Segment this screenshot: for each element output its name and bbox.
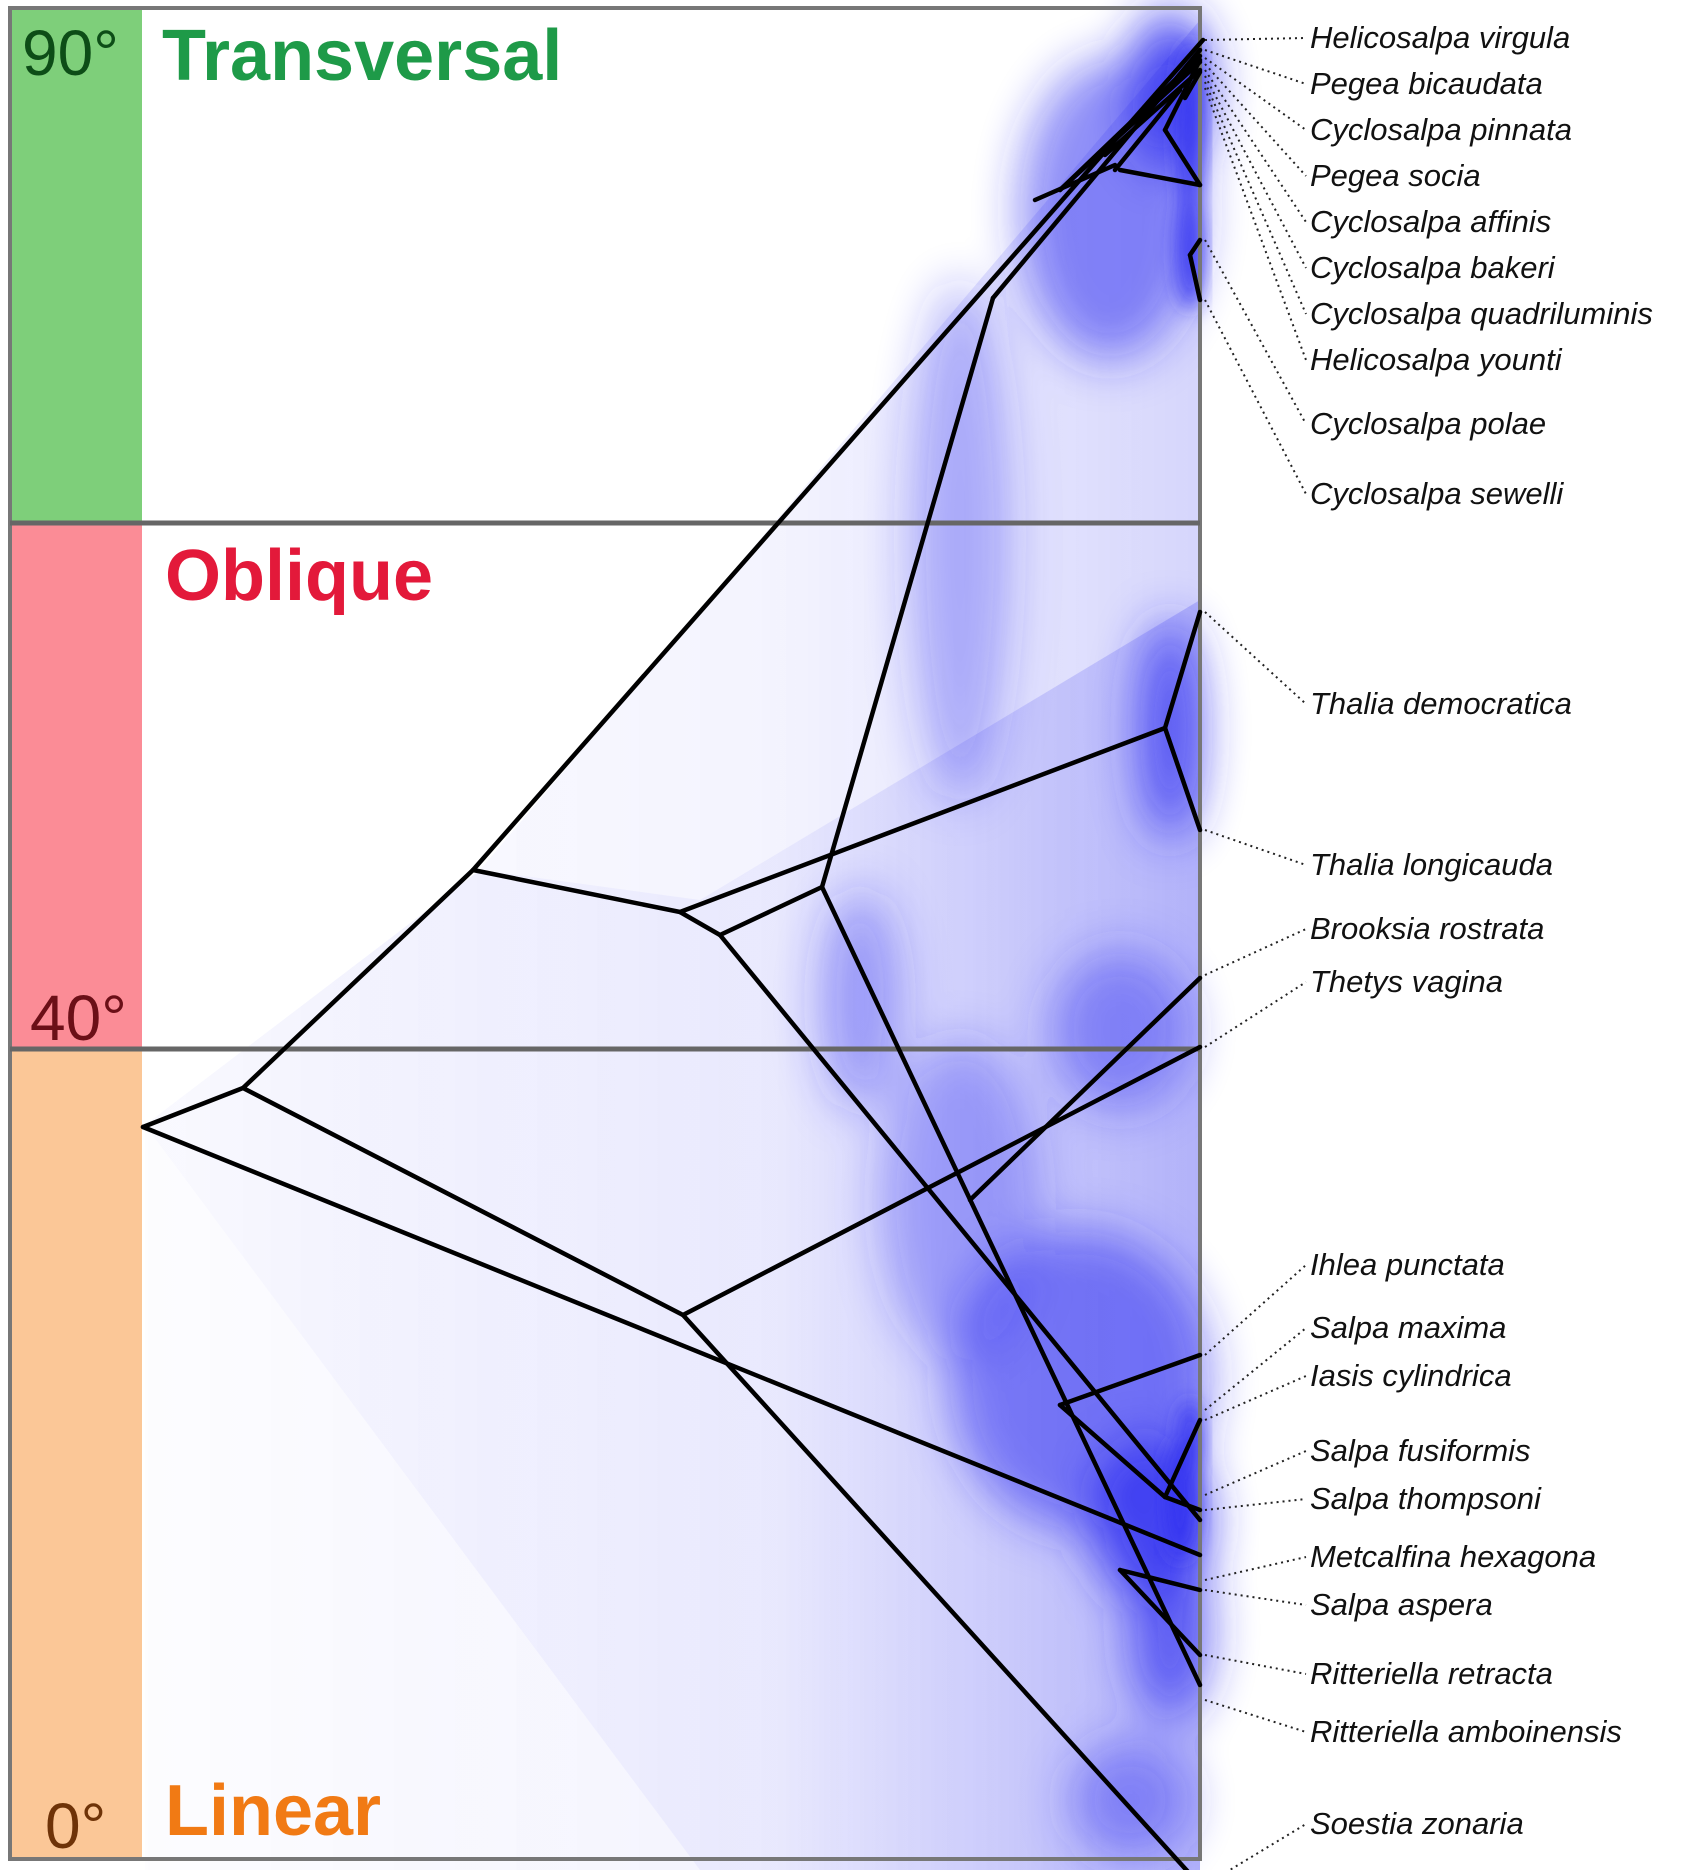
taxon-leader-line <box>1227 1823 1307 1870</box>
taxon-leader-line <box>1204 1375 1307 1421</box>
consensus-tree <box>140 37 1206 1870</box>
degree-label-40: 40° <box>30 982 127 1054</box>
taxon-leader-line <box>1204 87 1307 361</box>
taxon-leader-line <box>1204 1556 1307 1581</box>
taxon-leader-lines <box>1204 37 1307 1870</box>
taxon-leader-line <box>1204 49 1307 85</box>
taxon-label: Cyclosalpa sewelli <box>1310 476 1564 511</box>
plot-frame <box>8 6 1202 1861</box>
taxon-leader-line <box>1204 1450 1307 1496</box>
taxon-labels: Helicosalpa virgula Pegea bicaudata Cycl… <box>1310 20 1653 1841</box>
taxon-label: Metcalfina hexagona <box>1310 1539 1596 1574</box>
taxon-leader-line <box>1204 239 1307 425</box>
region-label-transversal: Transversal <box>162 16 562 96</box>
degree-label-90: 90° <box>22 17 119 89</box>
taxon-leader-line <box>1204 81 1307 315</box>
taxon-leader-line <box>1204 37 1307 41</box>
taxon-label: Helicosalpa younti <box>1310 342 1563 377</box>
taxon-leader-line <box>1204 57 1307 131</box>
taxon-leader-line <box>1204 829 1307 866</box>
taxon-label: Salpa aspera <box>1310 1587 1493 1622</box>
taxon-leader-line <box>1204 1264 1307 1356</box>
taxon-label: Salpa fusiformis <box>1310 1433 1531 1468</box>
taxon-label: Ritteriella retracta <box>1310 1656 1553 1691</box>
taxon-label: Soestia zonaria <box>1310 1806 1524 1841</box>
region-band-transversal <box>10 8 142 523</box>
taxon-label: Cyclosalpa quadriluminis <box>1310 296 1653 331</box>
taxon-leader-line <box>1204 928 1307 976</box>
taxon-label: Cyclosalpa bakeri <box>1310 250 1556 285</box>
taxon-leader-line <box>1204 1589 1307 1606</box>
taxon-label: Ihlea punctata <box>1310 1247 1505 1282</box>
taxon-label: Cyclosalpa polae <box>1310 406 1546 441</box>
taxon-label: Thalia longicauda <box>1310 847 1553 882</box>
taxon-label: Thetys vagina <box>1310 964 1503 999</box>
taxon-label: Thalia democratica <box>1310 686 1572 721</box>
taxon-leader-line <box>1204 1699 1307 1733</box>
region-label-oblique: Oblique <box>165 536 433 616</box>
taxon-label: Ritteriella amboinensis <box>1310 1714 1622 1749</box>
region-band-linear <box>10 1049 142 1859</box>
taxon-leader-line <box>1204 63 1307 177</box>
taxon-label: Salpa thompsoni <box>1310 1481 1542 1516</box>
taxon-label: Cyclosalpa pinnata <box>1310 112 1572 147</box>
taxon-leader-line <box>1204 1498 1307 1511</box>
posterior-tree-cloud <box>145 10 1210 1870</box>
degree-label-0: 0° <box>45 1790 106 1862</box>
taxon-leader-line <box>1204 75 1307 269</box>
taxon-label: Pegea socia <box>1310 158 1481 193</box>
taxon-label: Cyclosalpa affinis <box>1310 204 1551 239</box>
taxon-leader-line <box>1204 1327 1307 1411</box>
taxon-leader-line <box>1204 299 1307 495</box>
taxon-label: Pegea bicaudata <box>1310 66 1543 101</box>
taxon-leader-line <box>1204 611 1307 705</box>
taxon-label: Iasis cylindrica <box>1310 1358 1512 1393</box>
taxon-leader-line <box>1204 1654 1307 1675</box>
taxon-leader-line <box>1204 981 1307 1048</box>
taxon-label: Salpa maxima <box>1310 1310 1506 1345</box>
region-band-oblique <box>10 523 142 1049</box>
taxon-leader-line <box>1204 69 1307 223</box>
taxon-label: Helicosalpa virgula <box>1310 20 1570 55</box>
taxon-label: Brooksia rostrata <box>1310 911 1544 946</box>
region-label-linear: Linear <box>165 1771 381 1851</box>
